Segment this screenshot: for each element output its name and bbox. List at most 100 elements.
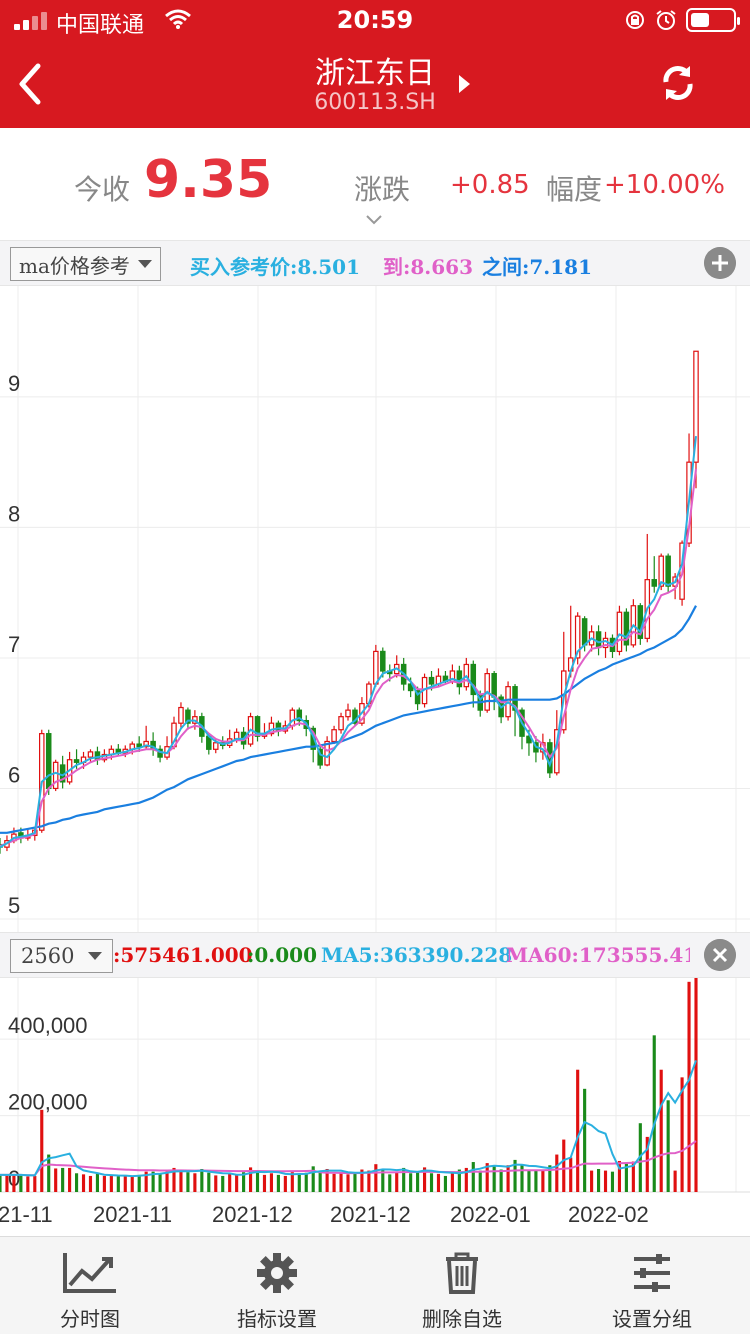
volume-ma60-line	[0, 1140, 697, 1177]
candle-body	[665, 555, 671, 587]
volume-bar	[158, 1174, 162, 1192]
ma-selector-label: ma价格参考	[19, 253, 130, 278]
ma60-value: MA60:173555.417	[506, 943, 690, 967]
add-indicator-button[interactable]	[704, 247, 736, 279]
volume-selector-dropdown[interactable]: 2560	[10, 939, 114, 973]
back-button[interactable]	[10, 56, 54, 112]
volume-bar	[151, 1171, 155, 1192]
status-icons	[624, 8, 740, 32]
stock-code: 600113.SH	[314, 90, 436, 115]
candle-body	[581, 618, 588, 646]
candle-body	[73, 759, 80, 763]
close-value: 9.35	[144, 150, 273, 210]
wifi-icon	[165, 9, 191, 29]
volume-bar	[130, 1175, 134, 1192]
volume-bar	[416, 1171, 420, 1192]
volume-bar	[576, 1069, 580, 1192]
volume-bar	[367, 1170, 371, 1192]
volume-bar	[207, 1172, 211, 1192]
candle-body	[470, 663, 477, 696]
volume-bar	[485, 1163, 489, 1192]
volume-bar	[673, 1170, 677, 1192]
zero-value: :0.000	[247, 943, 318, 967]
volume-bar	[422, 1167, 427, 1192]
volume-bar	[694, 978, 698, 1192]
volume-bar	[506, 1165, 510, 1192]
bottom-tab-bar: 分时图 指标设置 删除自选	[0, 1236, 750, 1334]
volume-bar	[395, 1172, 399, 1192]
volume-bar	[33, 1175, 37, 1192]
between-price: 之间:7.181	[482, 255, 593, 279]
ma-fast-line	[0, 435, 697, 849]
volume-value: :575461.000	[113, 943, 253, 967]
tab-intraday[interactable]: 分时图	[15, 1237, 165, 1334]
y-tick-label: 5	[8, 893, 20, 918]
ma-selector-dropdown[interactable]: ma价格参考	[10, 247, 161, 281]
volume-bar	[652, 1035, 656, 1192]
chevron-down-icon[interactable]	[365, 214, 383, 226]
volume-bar	[617, 1160, 622, 1192]
close-label: 今收	[74, 173, 131, 206]
next-stock-button[interactable]	[458, 74, 472, 94]
x-tick-label: 2022-02	[568, 1202, 649, 1227]
tab-intraday-label: 分时图	[60, 1307, 120, 1331]
volume-bar	[450, 1173, 454, 1192]
volume-bar	[339, 1172, 343, 1192]
change-label[interactable]: 涨跌	[354, 173, 411, 206]
volume-bar	[26, 1176, 30, 1192]
volume-bar	[116, 1176, 120, 1192]
volume-bar	[165, 1171, 169, 1192]
amplitude-value: +10.00%	[604, 170, 725, 200]
volume-bar	[429, 1173, 434, 1192]
volume-bar	[221, 1175, 225, 1192]
volume-bar	[374, 1164, 378, 1192]
volume-bar	[548, 1165, 552, 1192]
candle-body	[658, 555, 664, 587]
volume-bar	[297, 1173, 301, 1192]
candle-body	[45, 733, 52, 790]
candle-body	[87, 751, 94, 758]
x-tick-label: 2021-12	[212, 1202, 293, 1227]
buy-ref-price: 买入参考价:8.501	[190, 255, 361, 279]
status-bar: 中国联通 20:59	[0, 0, 750, 40]
volume-bar	[464, 1167, 468, 1192]
close-indicator-button[interactable]	[704, 939, 736, 971]
tab-remove-watchlist[interactable]: 删除自选	[387, 1237, 537, 1334]
volume-bar	[54, 1168, 58, 1192]
change-value: +0.85	[450, 170, 530, 200]
carrier-name: 中国联通	[56, 13, 145, 38]
volume-bar	[541, 1170, 545, 1192]
volume-indicator-bar: 2560 :575461.000 :0.000 MA5:363390.228 M…	[0, 932, 750, 978]
volume-bar	[443, 1175, 448, 1192]
candlestick-chart[interactable]: 5 6 7 8 9	[0, 286, 750, 932]
volume-bar	[666, 1100, 670, 1192]
tab-indicator-settings[interactable]: 指标设置	[202, 1237, 352, 1334]
refresh-button[interactable]	[660, 62, 696, 102]
volume-bar	[318, 1171, 322, 1192]
volume-bar	[269, 1173, 274, 1192]
volume-bar	[409, 1173, 413, 1192]
volume-ma5-line	[0, 1060, 697, 1178]
volume-bar	[596, 1168, 601, 1192]
volume-bar	[179, 1170, 183, 1192]
volume-chart[interactable]: 0200,000400,00021-112021-112021-122021-1…	[0, 978, 750, 1236]
volume-bar	[283, 1175, 287, 1192]
volume-bar	[360, 1169, 364, 1192]
volume-bar	[172, 1167, 176, 1192]
volume-selector-label: 2560	[21, 944, 75, 968]
volume-bar	[381, 1168, 385, 1192]
candle-body	[185, 709, 191, 724]
candle-body	[338, 716, 344, 731]
candle-body	[428, 676, 435, 685]
volume-bar	[276, 1174, 280, 1192]
volume-bar	[436, 1173, 441, 1192]
candle-body	[414, 689, 421, 705]
volume-bar	[304, 1172, 308, 1192]
candle-body	[331, 729, 337, 743]
volume-bar	[186, 1172, 190, 1192]
candle-body	[352, 709, 358, 724]
volume-bar	[687, 981, 691, 1192]
tab-group-settings[interactable]: 设置分组	[577, 1237, 727, 1334]
candle-body	[136, 743, 142, 748]
candle-body	[512, 686, 518, 711]
